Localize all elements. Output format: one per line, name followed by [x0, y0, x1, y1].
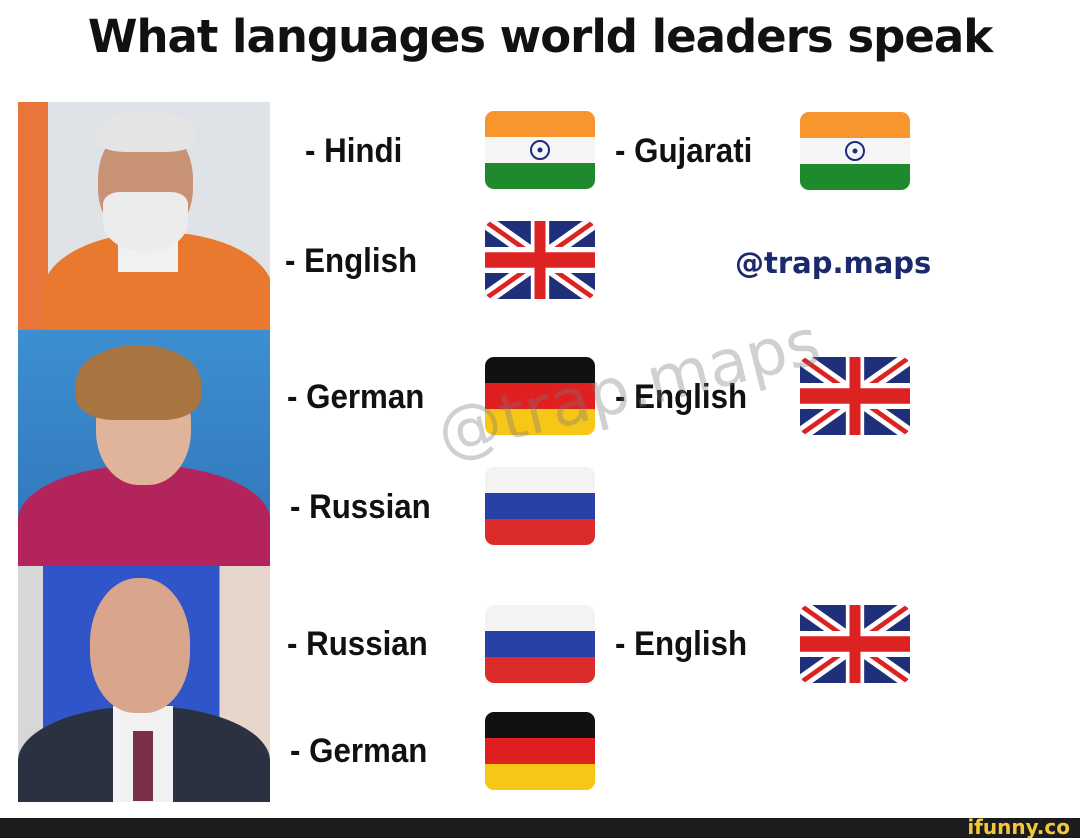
uk-flag-icon	[800, 605, 910, 683]
ifunny-logo: ifunny.co	[967, 815, 1070, 839]
uk-flag-icon	[485, 221, 595, 299]
language-label: - Russian	[287, 625, 428, 663]
language-label: - German	[287, 378, 425, 416]
russia-flag-icon	[485, 605, 595, 683]
language-label: - English	[615, 378, 748, 416]
language-label: - English	[285, 242, 418, 280]
germany-flag-icon	[485, 712, 595, 790]
watermark: @trap.maps	[430, 305, 828, 472]
leader-photo-2	[18, 330, 270, 566]
footer-bar: ifunny.co	[0, 815, 1080, 839]
language-label: - German	[290, 732, 428, 770]
language-label: - Gujarati	[615, 132, 753, 170]
author-handle: @trap.maps	[735, 246, 932, 280]
leader-photo-3	[18, 566, 270, 802]
language-label: - Russian	[290, 488, 431, 526]
russia-flag-icon	[485, 467, 595, 545]
page-title: What languages world leaders speak	[87, 10, 993, 63]
germany-flag-icon	[485, 357, 595, 435]
india-flag-icon	[485, 111, 595, 189]
uk-flag-icon	[800, 357, 910, 435]
leader-photo-1	[18, 102, 270, 330]
language-label: - English	[615, 625, 748, 663]
india-flag-icon	[800, 112, 910, 190]
language-label: - Hindi	[305, 132, 403, 170]
